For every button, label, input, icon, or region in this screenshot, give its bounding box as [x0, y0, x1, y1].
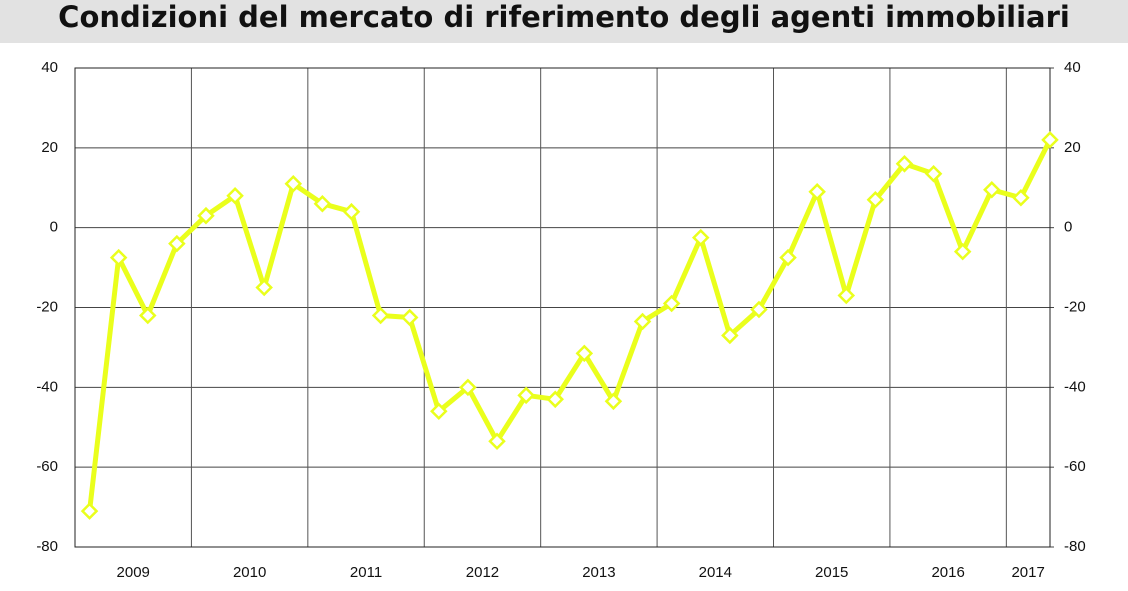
point-marker	[459, 378, 477, 397]
point-marker	[1041, 131, 1059, 149]
point-marker	[604, 392, 623, 411]
point-marker	[430, 402, 448, 421]
y-tick-label: 40	[41, 59, 58, 76]
title-bar	[0, 0, 1128, 43]
point-marker	[721, 326, 739, 345]
point-marker	[691, 228, 710, 247]
point-marker	[517, 386, 535, 405]
point-marker	[226, 186, 244, 205]
point-marker	[488, 432, 506, 450]
point-marker	[342, 202, 361, 221]
point-marker	[284, 174, 303, 193]
point-marker	[80, 502, 99, 520]
x-tick-label: 2011	[350, 564, 382, 581]
x-tick-label: 2010	[233, 564, 266, 581]
point-marker	[953, 242, 972, 261]
point-marker	[808, 182, 826, 201]
point-marker	[779, 248, 797, 267]
point-marker	[575, 344, 594, 363]
point-marker	[662, 294, 681, 313]
point-marker	[546, 390, 564, 409]
point-marker	[633, 312, 652, 331]
x-tick-label: 2013	[582, 564, 615, 581]
y-tick-label: -40	[36, 378, 58, 395]
point-marker	[983, 180, 1001, 199]
point-marker	[371, 306, 390, 325]
x-tick-label: 2017	[1011, 564, 1044, 581]
point-marker	[750, 300, 768, 319]
point-marker	[400, 308, 419, 327]
x-tick-label: 2015	[815, 564, 848, 581]
y-tick-label: -60	[36, 458, 58, 475]
y2-tick-label: -60	[1064, 458, 1086, 475]
point-marker	[138, 306, 157, 325]
point-marker	[197, 206, 215, 225]
point-marker	[168, 234, 186, 253]
y2-tick-label: -80	[1064, 538, 1086, 555]
y2-tick-label: 40	[1064, 59, 1081, 76]
point-marker	[924, 165, 943, 183]
point-marker	[313, 194, 332, 213]
point-marker	[837, 286, 856, 305]
point-marker	[109, 248, 128, 267]
y2-tick-label: -20	[1064, 298, 1086, 315]
x-tick-label: 2009	[117, 564, 150, 581]
point-marker	[895, 155, 914, 173]
x-tick-label: 2012	[466, 564, 499, 581]
plot-frame	[74, 67, 1051, 548]
point-marker	[255, 278, 273, 297]
x-tick-label: 2016	[931, 564, 964, 581]
point-marker	[866, 190, 885, 209]
y-tick-label: -80	[36, 538, 58, 555]
y2-tick-label: 20	[1064, 139, 1081, 156]
y2-tick-label: -40	[1064, 378, 1086, 395]
y2-tick-label: 0	[1064, 219, 1072, 236]
chart-title: Condizioni del mercato di riferimento de…	[58, 0, 1070, 34]
point-marker	[1012, 188, 1030, 207]
y-tick-label: 20	[41, 139, 58, 156]
series-line	[87, 138, 1053, 512]
y-tick-label: -20	[36, 298, 58, 315]
y-tick-label: 0	[50, 219, 58, 236]
x-tick-label: 2014	[699, 564, 732, 581]
